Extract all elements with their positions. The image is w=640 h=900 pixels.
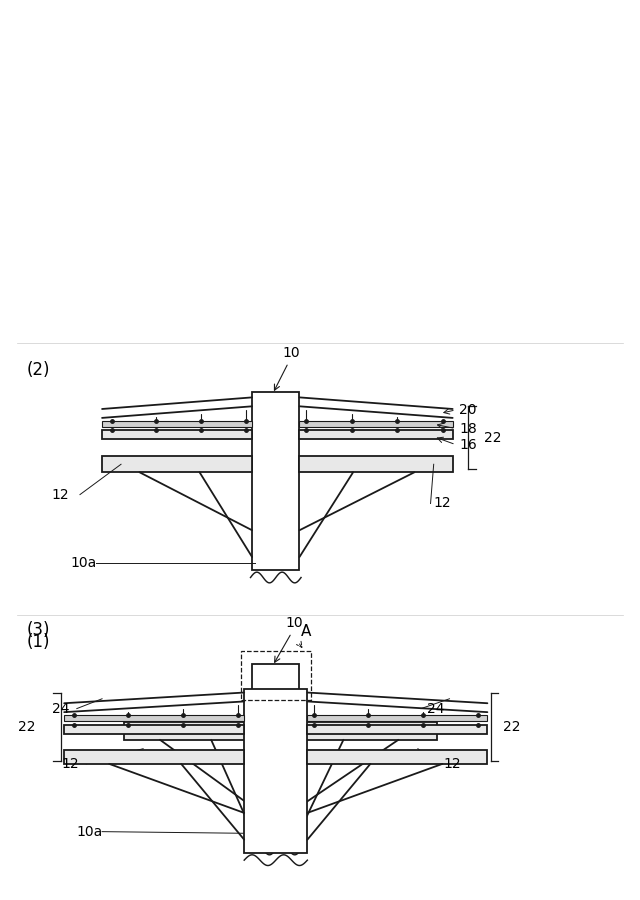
Text: 16: 16: [459, 437, 477, 452]
Text: 22: 22: [19, 720, 36, 733]
Text: 10a: 10a: [77, 824, 103, 839]
Bar: [124, 722, 252, 740]
Bar: [64, 715, 244, 721]
Bar: [64, 750, 244, 764]
Text: 24: 24: [52, 702, 69, 716]
Text: 10: 10: [286, 616, 303, 630]
Bar: [307, 724, 488, 733]
Text: 24: 24: [428, 702, 445, 716]
Text: 20: 20: [459, 403, 476, 417]
Bar: [252, 664, 300, 842]
Text: 10a: 10a: [70, 556, 97, 571]
Bar: [307, 715, 488, 721]
Bar: [102, 420, 252, 427]
Bar: [307, 750, 488, 764]
Text: 10: 10: [283, 346, 300, 360]
Bar: [241, 651, 310, 699]
Bar: [300, 722, 437, 740]
Bar: [244, 689, 307, 853]
Bar: [300, 420, 452, 427]
Text: A: A: [301, 624, 312, 639]
Text: 18: 18: [459, 421, 477, 436]
Bar: [64, 724, 244, 733]
Text: 22: 22: [484, 430, 502, 445]
Bar: [300, 430, 452, 439]
Bar: [102, 456, 252, 472]
Bar: [300, 456, 452, 472]
Text: 12: 12: [443, 757, 461, 771]
Text: 12: 12: [434, 497, 451, 510]
Text: 12: 12: [52, 488, 69, 501]
Text: 22: 22: [503, 720, 521, 733]
Text: (3): (3): [26, 621, 50, 639]
Text: (1): (1): [26, 633, 50, 651]
Bar: [102, 430, 252, 439]
Text: 12: 12: [61, 757, 79, 771]
Text: (2): (2): [26, 361, 50, 379]
Bar: [252, 392, 300, 571]
